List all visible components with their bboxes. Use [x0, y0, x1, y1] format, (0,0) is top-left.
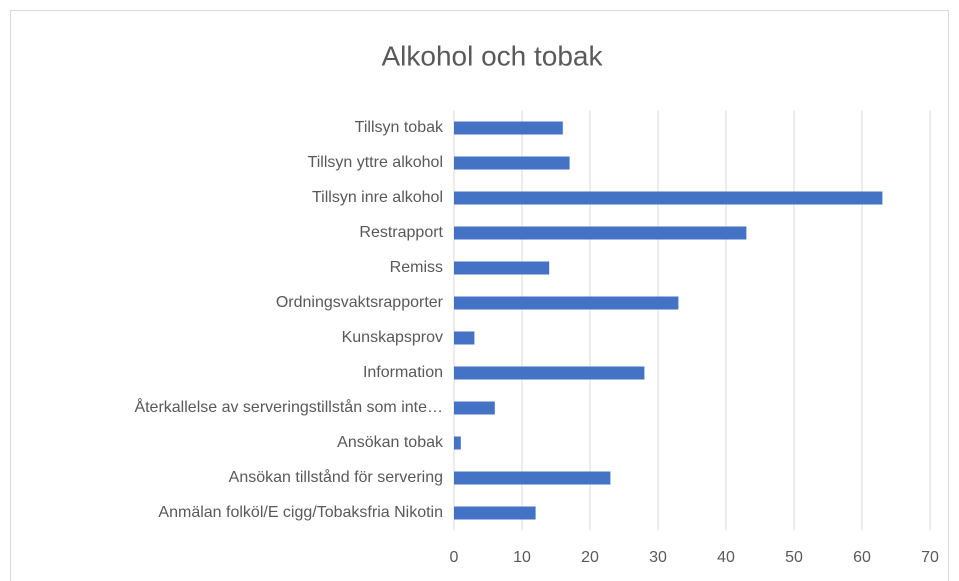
y-tick-label: Tillsyn inre alkohol	[312, 189, 443, 206]
bar	[454, 121, 563, 135]
x-tick-label: 40	[717, 549, 735, 566]
y-tick-label: Remiss	[390, 259, 443, 276]
x-tick-label: 70	[921, 549, 939, 566]
x-tick-label: 60	[853, 549, 871, 566]
bar	[454, 471, 611, 485]
bar	[454, 261, 550, 275]
y-tick-label: Kunskapsprov	[342, 329, 443, 346]
bar	[454, 226, 747, 240]
x-tick-label: 50	[785, 549, 803, 566]
chart-border	[10, 10, 949, 581]
y-tick-label: Ordningsvaktsrapporter	[276, 294, 444, 311]
y-tick-label: Ansökan tillstånd för servering	[229, 468, 443, 486]
y-tick-label: Återkallelse av serveringstillstån som i…	[134, 397, 443, 416]
bar	[454, 436, 461, 450]
bar	[454, 156, 570, 170]
x-tick-label: 20	[581, 549, 599, 566]
y-tick-label: Ansökan tobak	[337, 434, 444, 451]
y-tick-label: Tillsyn yttre alkohol	[308, 154, 443, 171]
x-tick-label: 0	[450, 549, 459, 566]
y-tick-label: Tillsyn tobak	[355, 119, 444, 136]
y-tick-label: Anmälan folköl/E cigg/Tobaksfria Nikotin	[158, 504, 443, 521]
chart-title: Alkohol och tobak	[381, 40, 603, 71]
y-tick-label: Information	[363, 364, 443, 381]
y-tick-label: Restrapport	[359, 224, 443, 241]
bar	[454, 506, 536, 520]
bar	[454, 331, 475, 345]
x-tick-label: 10	[513, 549, 531, 566]
bar	[454, 191, 883, 205]
bar	[454, 366, 645, 380]
x-tick-label: 30	[649, 549, 667, 566]
bar	[454, 401, 495, 415]
bar	[454, 296, 679, 310]
